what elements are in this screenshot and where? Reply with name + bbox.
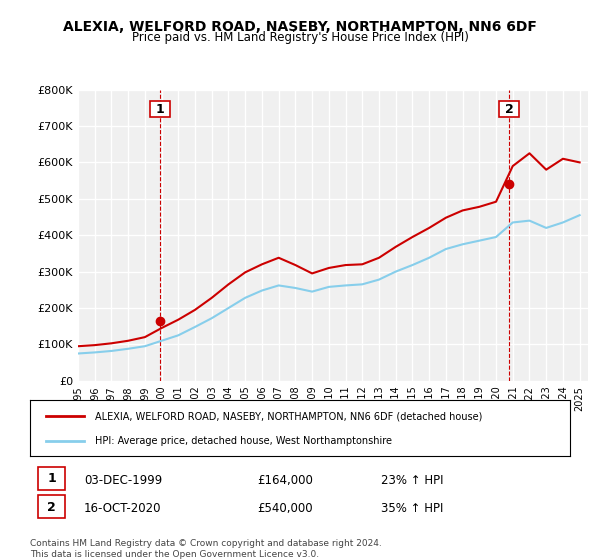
Text: 2: 2 <box>47 501 56 514</box>
Text: ALEXIA, WELFORD ROAD, NASEBY, NORTHAMPTON, NN6 6DF: ALEXIA, WELFORD ROAD, NASEBY, NORTHAMPTO… <box>63 20 537 34</box>
Text: 1: 1 <box>47 472 56 486</box>
FancyBboxPatch shape <box>150 101 170 117</box>
Text: Price paid vs. HM Land Registry's House Price Index (HPI): Price paid vs. HM Land Registry's House … <box>131 31 469 44</box>
Text: HPI: Average price, detached house, West Northamptonshire: HPI: Average price, detached house, West… <box>95 436 392 446</box>
Text: £540,000: £540,000 <box>257 502 313 515</box>
Text: Contains HM Land Registry data © Crown copyright and database right 2024.: Contains HM Land Registry data © Crown c… <box>30 539 382 548</box>
Text: 23% ↑ HPI: 23% ↑ HPI <box>381 474 443 487</box>
FancyBboxPatch shape <box>38 496 65 518</box>
Text: £164,000: £164,000 <box>257 474 313 487</box>
Text: 35% ↑ HPI: 35% ↑ HPI <box>381 502 443 515</box>
Text: 1: 1 <box>156 102 164 115</box>
Text: 2: 2 <box>505 102 514 115</box>
Text: 16-OCT-2020: 16-OCT-2020 <box>84 502 161 515</box>
Text: ALEXIA, WELFORD ROAD, NASEBY, NORTHAMPTON, NN6 6DF (detached house): ALEXIA, WELFORD ROAD, NASEBY, NORTHAMPTO… <box>95 411 482 421</box>
Text: This data is licensed under the Open Government Licence v3.0.: This data is licensed under the Open Gov… <box>30 550 319 559</box>
FancyBboxPatch shape <box>499 101 519 117</box>
FancyBboxPatch shape <box>38 467 65 489</box>
Text: 03-DEC-1999: 03-DEC-1999 <box>84 474 162 487</box>
